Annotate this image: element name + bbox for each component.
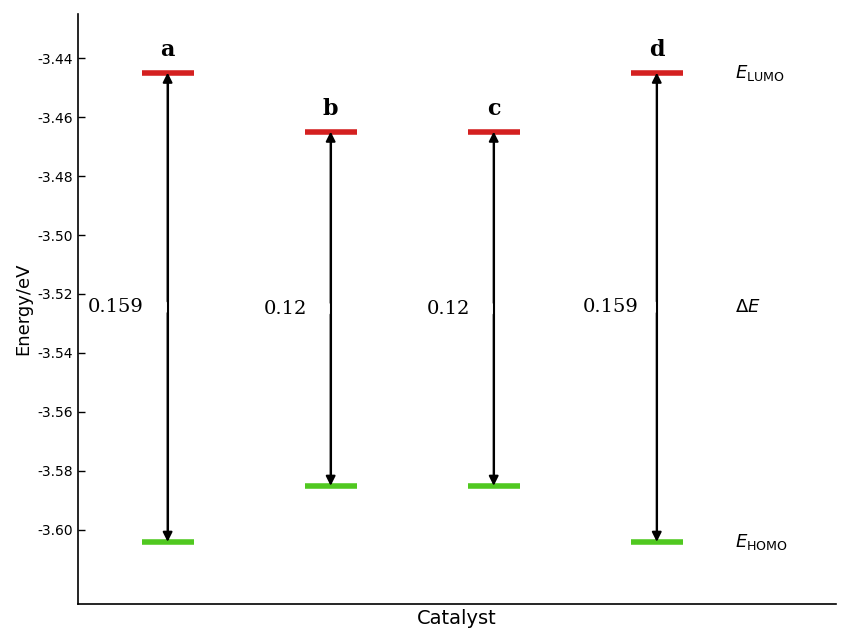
Text: $E_{\rm LUMO}$: $E_{\rm LUMO}$ bbox=[735, 63, 785, 83]
Text: 0.12: 0.12 bbox=[427, 300, 470, 318]
Text: c: c bbox=[487, 98, 501, 120]
Text: $\Delta E$: $\Delta E$ bbox=[735, 299, 761, 317]
Text: a: a bbox=[161, 39, 175, 61]
Text: 0.159: 0.159 bbox=[583, 299, 639, 317]
Text: b: b bbox=[323, 98, 338, 120]
Y-axis label: Energy/eV: Energy/eV bbox=[14, 263, 32, 355]
Text: 0.12: 0.12 bbox=[264, 300, 307, 318]
Text: $E_{\rm HOMO}$: $E_{\rm HOMO}$ bbox=[735, 532, 788, 551]
Text: 0.159: 0.159 bbox=[88, 299, 144, 317]
Text: d: d bbox=[649, 39, 665, 61]
X-axis label: Catalyst: Catalyst bbox=[417, 609, 497, 628]
